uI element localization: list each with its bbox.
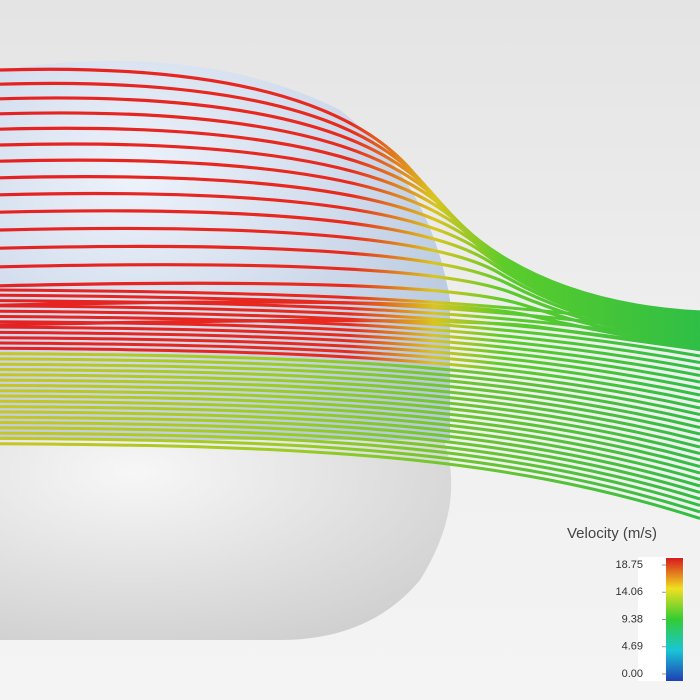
streamline bbox=[0, 383, 700, 449]
streamline bbox=[0, 142, 700, 327]
tick-label: 4.69 bbox=[622, 641, 643, 653]
streamline bbox=[0, 362, 700, 423]
streamline bbox=[0, 304, 700, 351]
streamline bbox=[0, 378, 700, 442]
streamline bbox=[0, 288, 700, 332]
streamline bbox=[0, 191, 700, 334]
streamline bbox=[0, 126, 700, 324]
streamline bbox=[0, 263, 700, 344]
streamline bbox=[0, 330, 700, 384]
legend-title: Velocity (m/s) bbox=[567, 525, 657, 542]
streamline bbox=[0, 111, 700, 322]
streamline bbox=[0, 368, 700, 429]
streamline bbox=[0, 352, 700, 410]
streamline bbox=[0, 320, 700, 371]
streamline bbox=[0, 421, 700, 494]
streamline bbox=[0, 394, 700, 462]
streamline bbox=[0, 373, 700, 436]
streamline bbox=[0, 346, 700, 403]
streamline bbox=[0, 436, 700, 514]
streamline bbox=[0, 405, 700, 475]
tick-label: 18.75 bbox=[615, 559, 643, 571]
tick-label: 9.38 bbox=[622, 613, 643, 625]
streamline bbox=[0, 341, 700, 397]
streamline bbox=[0, 442, 700, 520]
streamline bbox=[0, 336, 700, 390]
streamline bbox=[0, 415, 700, 488]
streamline bbox=[0, 410, 700, 481]
streamline bbox=[0, 226, 700, 339]
streamline bbox=[0, 293, 700, 338]
streamline bbox=[0, 357, 700, 416]
streamline bbox=[0, 175, 700, 332]
streamline bbox=[0, 426, 700, 501]
colorbar bbox=[666, 558, 683, 681]
streamline bbox=[0, 325, 700, 377]
streamline bbox=[0, 309, 700, 358]
tick-label: 14.06 bbox=[615, 586, 643, 598]
streamline bbox=[0, 299, 700, 345]
colorbar-ticks: 18.75 14.06 9.38 4.69 0.00 bbox=[615, 559, 666, 680]
tick-label: 0.00 bbox=[622, 668, 643, 680]
streamline bbox=[0, 389, 700, 455]
streamline bbox=[0, 315, 700, 364]
streamline bbox=[0, 158, 700, 329]
streamline bbox=[0, 96, 700, 319]
body-lower bbox=[0, 430, 452, 640]
streamline bbox=[0, 399, 700, 468]
streamlines bbox=[0, 67, 700, 520]
streamline bbox=[0, 431, 700, 507]
